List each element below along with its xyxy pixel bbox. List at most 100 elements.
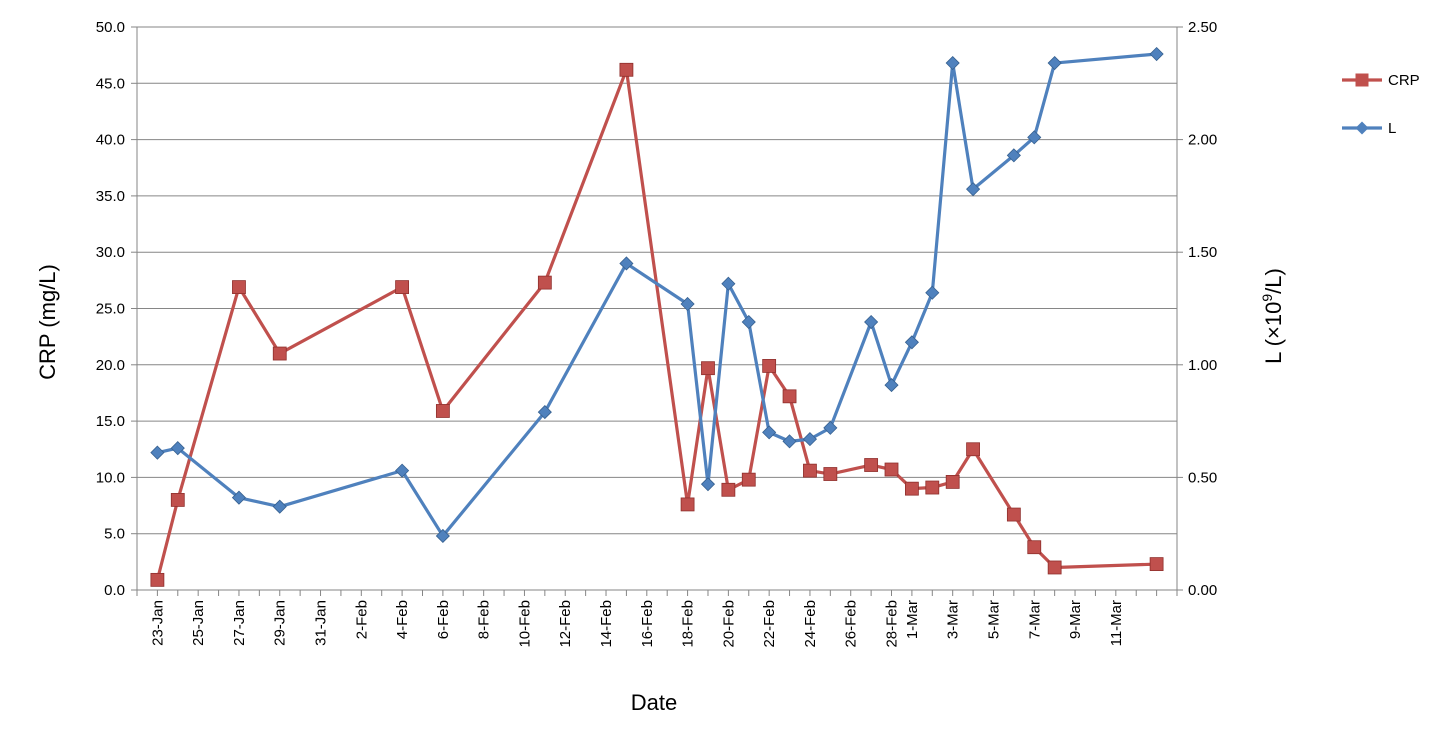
x-tick-label-6-Feb: 6-Feb [435,600,452,639]
x-axis-ticks: 23-Jan 25-Jan 27-Jan 29-Jan 31-Jan 2-Feb 4-Feb… [149,600,1124,648]
y-tick-label-25.0: 25.0 [96,301,125,318]
point-l-23-Feb [782,434,797,449]
point-l-24-Jan [170,441,185,456]
point-crp-22-Feb [762,359,777,373]
point-l-2-Mar [925,285,940,300]
point-l-8-Mar [1047,55,1062,71]
point-l-4-Mar [966,182,981,197]
y-tick-label-0.0: 0.0 [104,582,125,599]
point-l-28-Feb [884,378,899,393]
legend-label-crp: CRP [1388,72,1420,89]
y2-axis-title-main: L ( [1261,338,1286,364]
x-tick-label-8-Feb: 8-Feb [476,600,493,639]
point-l-24-Feb [802,432,818,447]
point-l-25-Feb [823,420,838,435]
y-tick-label-35.0: 35.0 [96,188,125,205]
x-tick-label-7-Mar: 7-Mar [1026,600,1043,639]
x-tick-label-3-Mar: 3-Mar [945,600,962,639]
point-l-22-Feb [762,425,777,440]
x-axis-title: Date [631,690,677,715]
point-crp-27-Feb [864,458,879,472]
point-l-4-Feb [395,463,410,478]
gridlines [137,26,1177,535]
point-crp-11-Feb [537,275,552,290]
x-tick-label-26-Feb: 26-Feb [843,600,860,648]
point-crp-13-Mar [1149,557,1164,572]
point-crp-29-Jan [272,346,287,361]
axes [131,26,1183,596]
point-crp-28-Feb [884,462,899,477]
x-tick-label-16-Feb: 16-Feb [639,600,656,648]
point-crp-25-Feb [823,467,838,481]
y2-tick-label-1.00: 1.00 [1188,357,1217,374]
y2-axis-title-exponent: 9 [1259,294,1275,302]
legend-label-l: L [1388,120,1396,137]
x-tick-label-5-Mar: 5-Mar [985,600,1002,639]
x-tick-label-14-Feb: 14-Feb [598,600,615,648]
point-crp-2-Mar [925,480,940,495]
x-tick-label-25-Jan: 25-Jan [190,600,207,646]
point-crp-3-Mar [945,475,960,489]
series-line-l [157,52,1157,538]
x-tick-label-20-Feb: 20-Feb [720,600,737,648]
y2-axis-title-ten: 10 [1261,302,1286,326]
x-tick-label-18-Feb: 18-Feb [680,600,697,648]
point-l-20-Feb [721,276,736,291]
point-l-6-Feb [435,528,450,544]
point-l-11-Feb [537,405,552,420]
point-crp-19-Feb [701,361,715,376]
x-tick-label-29-Jan: 29-Jan [272,600,289,646]
point-l-13-Mar [1149,46,1164,62]
point-crp-23-Feb [782,389,797,404]
x-tick-label-1-Mar: 1-Mar [904,600,921,639]
x-tick-label-31-Jan: 31-Jan [313,600,330,646]
point-l-18-Feb [680,296,695,312]
point-l-6-Mar [1006,148,1021,163]
legend-marker-l [1355,121,1369,135]
legend: CRP L [1342,72,1420,137]
x-tick-label-4-Feb: 4-Feb [394,600,411,639]
point-crp-24-Jan [170,493,185,507]
point-l-7-Mar [1027,130,1042,145]
y-tick-label-5.0: 5.0 [104,526,125,543]
x-tick-label-10-Feb: 10-Feb [516,600,533,648]
point-l-21-Feb [741,314,756,330]
point-crp-4-Feb [395,280,409,295]
x-tick-label-9-Mar: 9-Mar [1067,600,1084,639]
x-tick-label-23-Jan: 23-Jan [149,600,166,646]
y-axis-ticks: 0.0 5.0 10.0 15.0 20.0 25.0 30.0 35.0 40.0 45.0 50… [96,19,125,599]
point-l-29-Jan [272,499,287,514]
y-tick-label-20.0: 20.0 [96,357,125,374]
point-l-27-Feb [864,314,879,330]
y2-tick-label-1.50: 1.50 [1188,244,1217,261]
y-tick-label-30.0: 30.0 [96,244,125,261]
x-tick-label-28-Feb: 28-Feb [884,600,901,648]
y2-tick-label-2.00: 2.00 [1188,132,1217,149]
point-crp-1-Mar [905,481,919,496]
point-l-23-Jan [150,445,165,460]
x-tick-label-22-Feb: 22-Feb [761,600,778,648]
point-l-1-Mar [904,335,919,350]
point-crp-15-Feb [619,62,634,77]
y-axis-title: CRP (mg/L) [35,264,60,380]
y2-tick-label-0.00: 0.00 [1188,582,1217,599]
point-crp-4-Mar [966,442,980,457]
point-crp-6-Mar [1006,507,1021,522]
point-l-3-Mar [945,55,960,71]
x-tick-label-27-Jan: 27-Jan [231,600,248,646]
legend-marker-crp [1355,73,1369,87]
y2-axis-title-end: /L) [1261,268,1286,294]
point-crp-6-Feb [435,404,450,418]
y2-tick-label-0.50: 0.50 [1188,469,1217,486]
y-tick-label-10.0: 10.0 [96,469,125,486]
point-crp-27-Jan [232,280,246,295]
y-tick-label-15.0: 15.0 [96,413,125,430]
point-crp-18-Feb [680,497,695,512]
y2-axis-ticks: 0.00 0.50 1.00 1.50 2.00 2.50 [1188,19,1217,599]
y-tick-label-50.0: 50.0 [96,19,125,36]
point-crp-8-Mar [1047,560,1062,575]
y-tick-label-45.0: 45.0 [96,75,125,92]
y2-axis-title-times: × [1261,326,1286,339]
point-crp-23-Jan [150,572,165,587]
